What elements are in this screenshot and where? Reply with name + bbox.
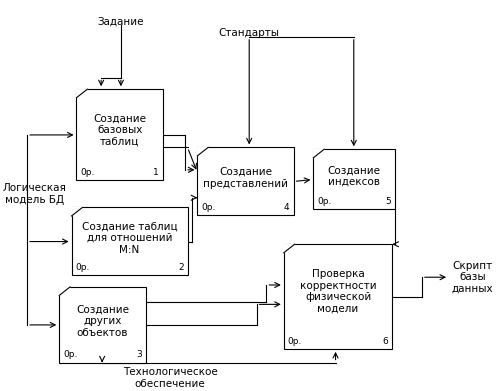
Text: Создание
других
объектов: Создание других объектов (76, 304, 129, 337)
Text: 0р.: 0р. (80, 168, 95, 177)
Text: Технологическое
обеспечение: Технологическое обеспечение (123, 367, 217, 389)
Text: Стандарты: Стандарты (218, 28, 279, 38)
Text: 5: 5 (384, 197, 390, 206)
Bar (59, 287, 145, 362)
Polygon shape (283, 244, 294, 253)
Bar (197, 147, 293, 215)
Text: Создание
представлений: Создание представлений (202, 167, 288, 189)
Text: Задание: Задание (98, 16, 144, 26)
Polygon shape (76, 89, 87, 98)
Text: 4: 4 (284, 203, 289, 212)
Bar (72, 208, 187, 275)
Polygon shape (313, 149, 324, 158)
Text: Создание таблиц
для отношений
M:N: Создание таблиц для отношений M:N (82, 221, 177, 255)
Polygon shape (59, 287, 70, 296)
Text: 0р.: 0р. (317, 197, 331, 206)
Text: 0р.: 0р. (201, 203, 215, 212)
Polygon shape (72, 208, 82, 216)
Text: 6: 6 (382, 337, 388, 346)
Polygon shape (197, 147, 208, 156)
Text: Проверка
корректности
физической
модели: Проверка корректности физической модели (299, 269, 376, 314)
Text: 2: 2 (177, 263, 183, 272)
Text: 0р.: 0р. (75, 263, 90, 272)
Bar (76, 89, 162, 180)
Text: 0р.: 0р. (287, 337, 302, 346)
Text: 3: 3 (136, 350, 141, 359)
Text: Скрипт
базы
данных: Скрипт базы данных (450, 261, 492, 294)
Bar (313, 149, 394, 209)
Text: 1: 1 (153, 168, 159, 177)
Text: Создание
индексов: Создание индексов (327, 165, 380, 187)
Text: Логическая
модель БД: Логическая модель БД (3, 183, 66, 204)
Text: Создание
базовых
таблиц: Создание базовых таблиц (93, 113, 146, 147)
Text: 0р.: 0р. (63, 350, 77, 359)
Bar (283, 244, 391, 349)
